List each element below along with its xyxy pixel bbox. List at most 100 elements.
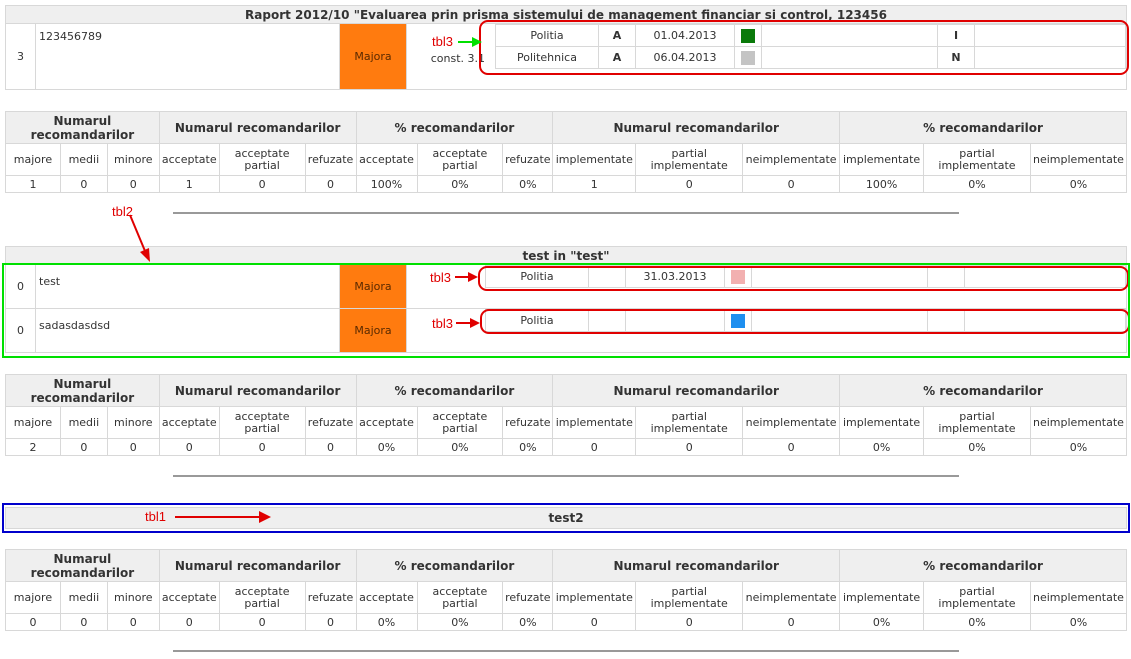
stat-value: 0	[635, 438, 744, 456]
entities-table: Politia A 01.04.2013 I Politehnica A 06.…	[495, 24, 1126, 69]
sub-header: minore	[106, 406, 160, 439]
status-square-blue	[731, 313, 745, 328]
sub-header: minore	[106, 143, 160, 176]
stat-value: 0%	[1029, 613, 1128, 631]
sub-header: partial implementate	[635, 406, 744, 439]
sub-header: partial implementate	[923, 143, 1031, 176]
entity-grade: A	[598, 46, 636, 69]
sub-header: acceptate	[355, 143, 418, 176]
separator	[173, 475, 959, 477]
sub-header: acceptate	[355, 406, 418, 439]
group-header: % recomandarilor	[355, 111, 554, 144]
stat-value: 0%	[502, 438, 554, 456]
group-header: Numarul recomandarilor	[5, 111, 160, 144]
entity-date: 31.03.2013	[625, 265, 725, 288]
separator	[173, 650, 959, 652]
group-header: Numarul recomandarilor	[552, 374, 841, 407]
stat-value: 0	[158, 438, 220, 456]
sub-header: medii	[59, 581, 108, 614]
stat-value: 0	[106, 175, 160, 193]
group-header: Numarul recomandarilor	[552, 111, 841, 144]
sub-header: acceptate partial	[416, 581, 504, 614]
stat-value: 0	[59, 438, 108, 456]
group-header: % recomandarilor	[355, 549, 554, 582]
highlight-box-blue	[2, 503, 1130, 533]
stat-value: 0	[106, 613, 160, 631]
sub-header: neimplementate	[1029, 581, 1128, 614]
separator	[173, 212, 959, 214]
stat-value: 0	[304, 175, 357, 193]
stat-value: 0%	[1029, 175, 1128, 193]
sub-header: medii	[59, 406, 108, 439]
stat-value: 0%	[355, 438, 418, 456]
sub-header: partial implementate	[635, 581, 744, 614]
entities-table: Politia 31.03.2013	[485, 265, 1126, 288]
sub-header: acceptate partial	[218, 143, 306, 176]
status-square-gray	[741, 50, 755, 65]
sub-header: implementate	[839, 406, 925, 439]
stat-value: 0	[59, 175, 108, 193]
sub-header: refuzate	[304, 406, 357, 439]
stat-value: 0%	[355, 613, 418, 631]
stat-value: 100%	[355, 175, 418, 193]
status-square-green	[741, 28, 755, 43]
stat-value: 0	[304, 613, 357, 631]
group-header: % recomandarilor	[839, 549, 1127, 582]
annotation-label: tbl1	[145, 509, 166, 524]
stat-value: 0	[158, 613, 220, 631]
row-const	[406, 308, 485, 353]
sub-header: acceptate	[158, 143, 220, 176]
stat-value: 0%	[839, 613, 925, 631]
sub-header: acceptate	[158, 406, 220, 439]
group-header: Numarul recomandarilor	[552, 549, 841, 582]
sub-header: refuzate	[304, 581, 357, 614]
sub-header: implementate	[552, 406, 637, 439]
sub-header: acceptate partial	[416, 143, 504, 176]
stat-value: 0	[552, 438, 637, 456]
stat-value: 0%	[923, 438, 1031, 456]
row-number: 3	[5, 23, 36, 90]
entity-date: 06.04.2013	[635, 46, 735, 69]
sub-header: majore	[5, 143, 61, 176]
severity-badge: Majora	[339, 264, 407, 309]
const-label: const. 3.1	[430, 52, 485, 65]
stat-value: 0	[742, 175, 841, 193]
severity-badge: Majora	[339, 23, 407, 90]
stat-value: 0	[742, 613, 841, 631]
stats-table-2: Numarul recomandarilor Numarul recomanda…	[5, 374, 1128, 456]
stat-value: 0	[59, 613, 108, 631]
row-name: sadasdasdsd	[35, 308, 340, 353]
entity-color	[734, 46, 762, 69]
stat-value: 0	[635, 175, 744, 193]
stat-value: 1	[158, 175, 220, 193]
sub-header: majore	[5, 581, 61, 614]
report2-table: 0 test Majora Politia 31.03.2013 0 sadas…	[5, 264, 1127, 353]
sub-header: minore	[106, 581, 160, 614]
stat-value: 0%	[1029, 438, 1128, 456]
sub-header: implementate	[552, 581, 637, 614]
stat-value: 0	[742, 438, 841, 456]
sub-header: majore	[5, 406, 61, 439]
stat-value: 0	[218, 175, 306, 193]
highlight-box-red	[479, 20, 1129, 75]
sub-header: neimplementate	[1029, 143, 1128, 176]
entities-cell: Politia	[485, 308, 1127, 353]
annotation-label: tbl3	[432, 316, 453, 331]
stat-value: 0	[5, 613, 61, 631]
report3-title: test2	[5, 507, 1127, 529]
entities-cell: Politia A 01.04.2013 I Politehnica A 06.…	[495, 23, 1127, 90]
stat-value: 0%	[416, 613, 504, 631]
sub-header: implementate	[839, 581, 925, 614]
group-header: Numarul recomandarilor	[5, 549, 160, 582]
sub-header: medii	[59, 143, 108, 176]
row-number: 0	[5, 264, 36, 309]
stat-value: 2	[5, 438, 61, 456]
stat-value: 1	[552, 175, 637, 193]
sub-header: partial implementate	[635, 143, 744, 176]
stat-value: 0	[218, 613, 306, 631]
stat-value: 1	[5, 175, 61, 193]
row-name: 123456789	[35, 23, 340, 90]
stats-table-3: Numarul recomandarilor Numarul recomanda…	[5, 549, 1128, 631]
annotation-label: tbl3	[430, 270, 451, 285]
status-square-pink	[731, 269, 745, 284]
